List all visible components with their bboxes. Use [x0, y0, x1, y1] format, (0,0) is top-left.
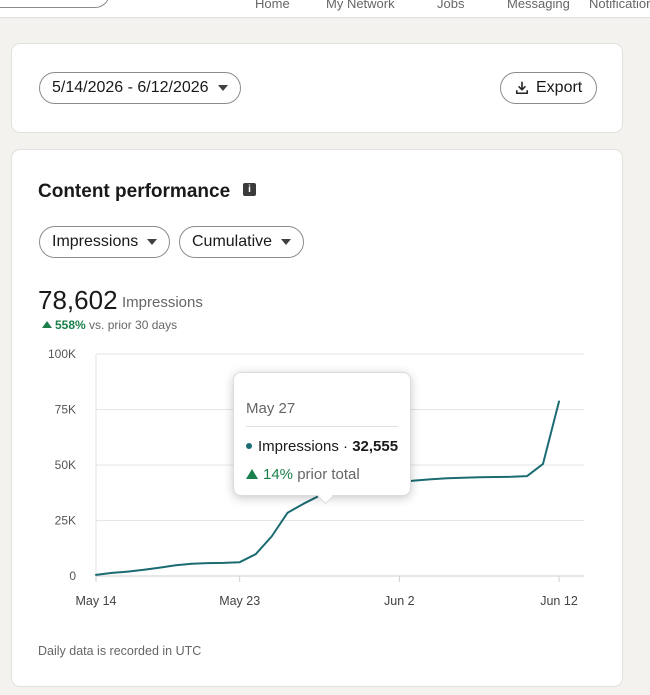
tooltip-change-percent: 14%	[263, 466, 294, 483]
change-text: vs. prior 30 days	[89, 318, 178, 332]
y-tick-label: 50K	[55, 458, 76, 472]
chevron-down-icon	[217, 85, 228, 91]
tooltip-series-name: Impressions	[258, 438, 339, 455]
y-tick-label: 25K	[55, 514, 76, 528]
tooltip-series-row: Impressions · 32,555	[246, 438, 398, 455]
chevron-down-icon	[147, 239, 158, 245]
chart-tooltip: May 27 Impressions · 32,555 14% prior to…	[233, 372, 411, 505]
y-tick-label: 0	[69, 569, 76, 583]
metric-dropdown[interactable]: Impressions	[39, 226, 171, 258]
info-icon[interactable]: i	[243, 183, 256, 196]
nav-jobs[interactable]: Jobs	[437, 0, 465, 11]
nav-my-network[interactable]: My Network	[326, 0, 395, 11]
export-label: Export	[536, 79, 583, 96]
filter-card: 5/14/2026 - 6/12/2026 Export	[11, 43, 623, 133]
chevron-down-icon	[281, 239, 292, 245]
nav-notifications[interactable]: Notifications	[589, 0, 650, 11]
x-tick-label: Jun 12	[540, 594, 578, 608]
trend-up-icon	[246, 469, 258, 479]
tooltip-value: 32,555	[352, 438, 399, 455]
utc-footnote: Daily data is recorded in UTC	[38, 644, 202, 658]
trend-up-icon	[42, 321, 52, 328]
tooltip-change-text: prior total	[297, 466, 360, 483]
y-tick-label: 100K	[48, 347, 76, 361]
change-summary: 558% vs. prior 30 days	[42, 318, 177, 332]
metric-dropdown-label: Impressions	[52, 233, 139, 250]
total-impressions: 78,602	[38, 285, 118, 315]
mode-dropdown[interactable]: Cumulative	[179, 226, 305, 258]
x-tick-label: Jun 2	[384, 594, 415, 608]
tooltip-change-row: 14% prior total	[246, 466, 360, 483]
x-tick-label: May 14	[76, 594, 117, 608]
nav-messaging[interactable]: Messaging	[507, 0, 570, 11]
mode-dropdown-label: Cumulative	[192, 233, 273, 250]
card-title: Content performance	[38, 181, 231, 202]
nav-home[interactable]: Home	[255, 0, 290, 11]
date-range-label: 5/14/2026 - 6/12/2026	[52, 79, 209, 96]
change-percent: 558%	[55, 318, 86, 332]
export-button[interactable]: Export	[500, 72, 598, 104]
x-tick-label: May 23	[219, 594, 260, 608]
total-impressions-label: Impressions	[122, 294, 203, 311]
top-nav: Home My Network Jobs Messaging Notificat…	[0, 0, 650, 18]
content-performance-card: Content performance i Impressions Cumula…	[11, 149, 623, 687]
download-icon	[515, 81, 529, 95]
y-tick-label: 75K	[55, 403, 76, 417]
series-dot-icon	[246, 443, 252, 449]
tooltip-divider	[246, 426, 398, 427]
date-range-dropdown[interactable]: 5/14/2026 - 6/12/2026	[39, 72, 241, 104]
tooltip-date: May 27	[246, 400, 296, 417]
